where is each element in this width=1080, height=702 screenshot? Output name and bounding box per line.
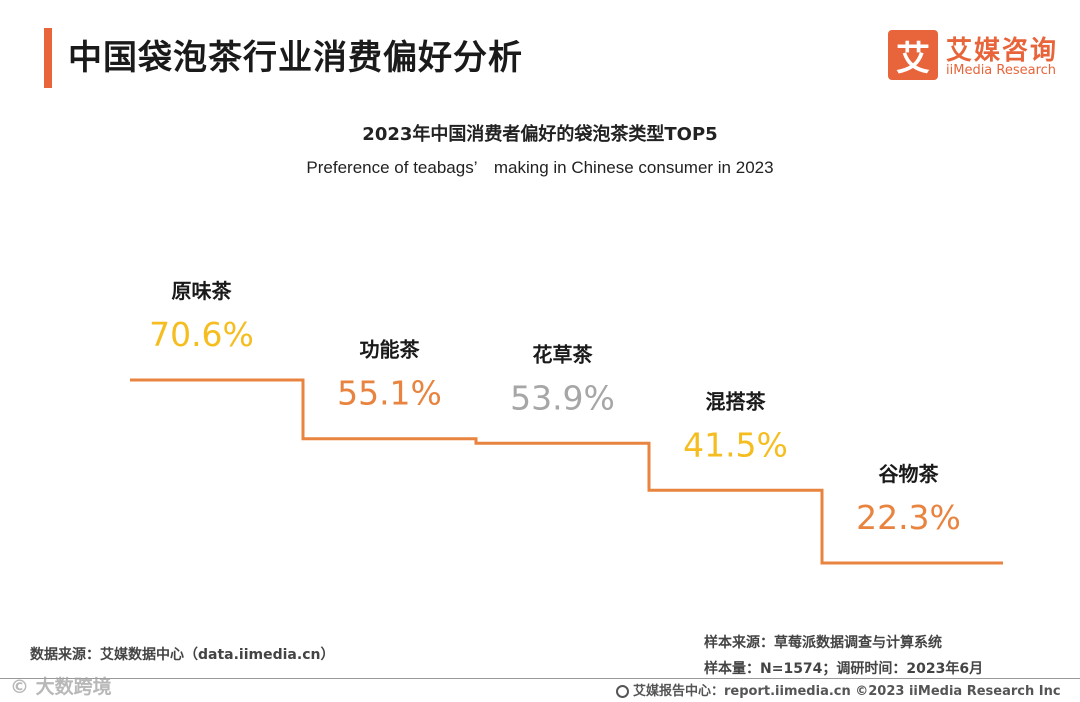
chart-subtitle: Preference of teabags’ making in Chinese… (306, 158, 774, 177)
value-label-3: 53.9% (510, 378, 615, 417)
footer-divider (0, 678, 1080, 679)
sample-size: 样本量：N=1574；调研时间：2023年6月 (704, 661, 984, 677)
logo-mark-icon: 艾 (888, 30, 938, 80)
watermark: © 大数跨境 (10, 676, 112, 698)
chart-title: 2023年中国消费者偏好的袋泡茶类型TOP5 (362, 124, 718, 145)
value-label-5: 22.3% (856, 498, 961, 537)
sample-source: 样本来源：草莓派数据调查与计算系统 (704, 635, 942, 651)
value-label-2: 55.1% (337, 374, 442, 413)
logo-name-cn: 艾媒咨询 (946, 36, 1059, 66)
footer-text: 艾媒报告中心：report.iimedia.cn ©2023 iiMedia R… (633, 684, 1061, 699)
footer: 艾媒报告中心：report.iimedia.cn ©2023 iiMedia R… (616, 680, 1061, 699)
category-label-5: 谷物茶 (879, 462, 940, 486)
value-label-1: 70.6% (149, 315, 254, 354)
step-line (130, 378, 1003, 565)
globe-icon (616, 685, 629, 698)
value-label-4: 41.5% (683, 425, 788, 464)
title-accent-bar (44, 28, 52, 88)
category-label-3: 花草茶 (533, 342, 594, 366)
category-label-2: 功能茶 (360, 338, 421, 362)
logo-name-en: iiMedia Research (946, 63, 1057, 78)
page-title: 中国袋泡茶行业消费偏好分析 (68, 38, 523, 78)
brand-logo[interactable]: 艾 艾媒咨询 iiMedia Research (888, 30, 1063, 82)
data-source: 数据来源：艾媒数据中心（data.iimedia.cn） (30, 647, 335, 663)
category-label-4: 混搭茶 (706, 389, 767, 413)
category-label-1: 原味茶 (172, 279, 233, 303)
